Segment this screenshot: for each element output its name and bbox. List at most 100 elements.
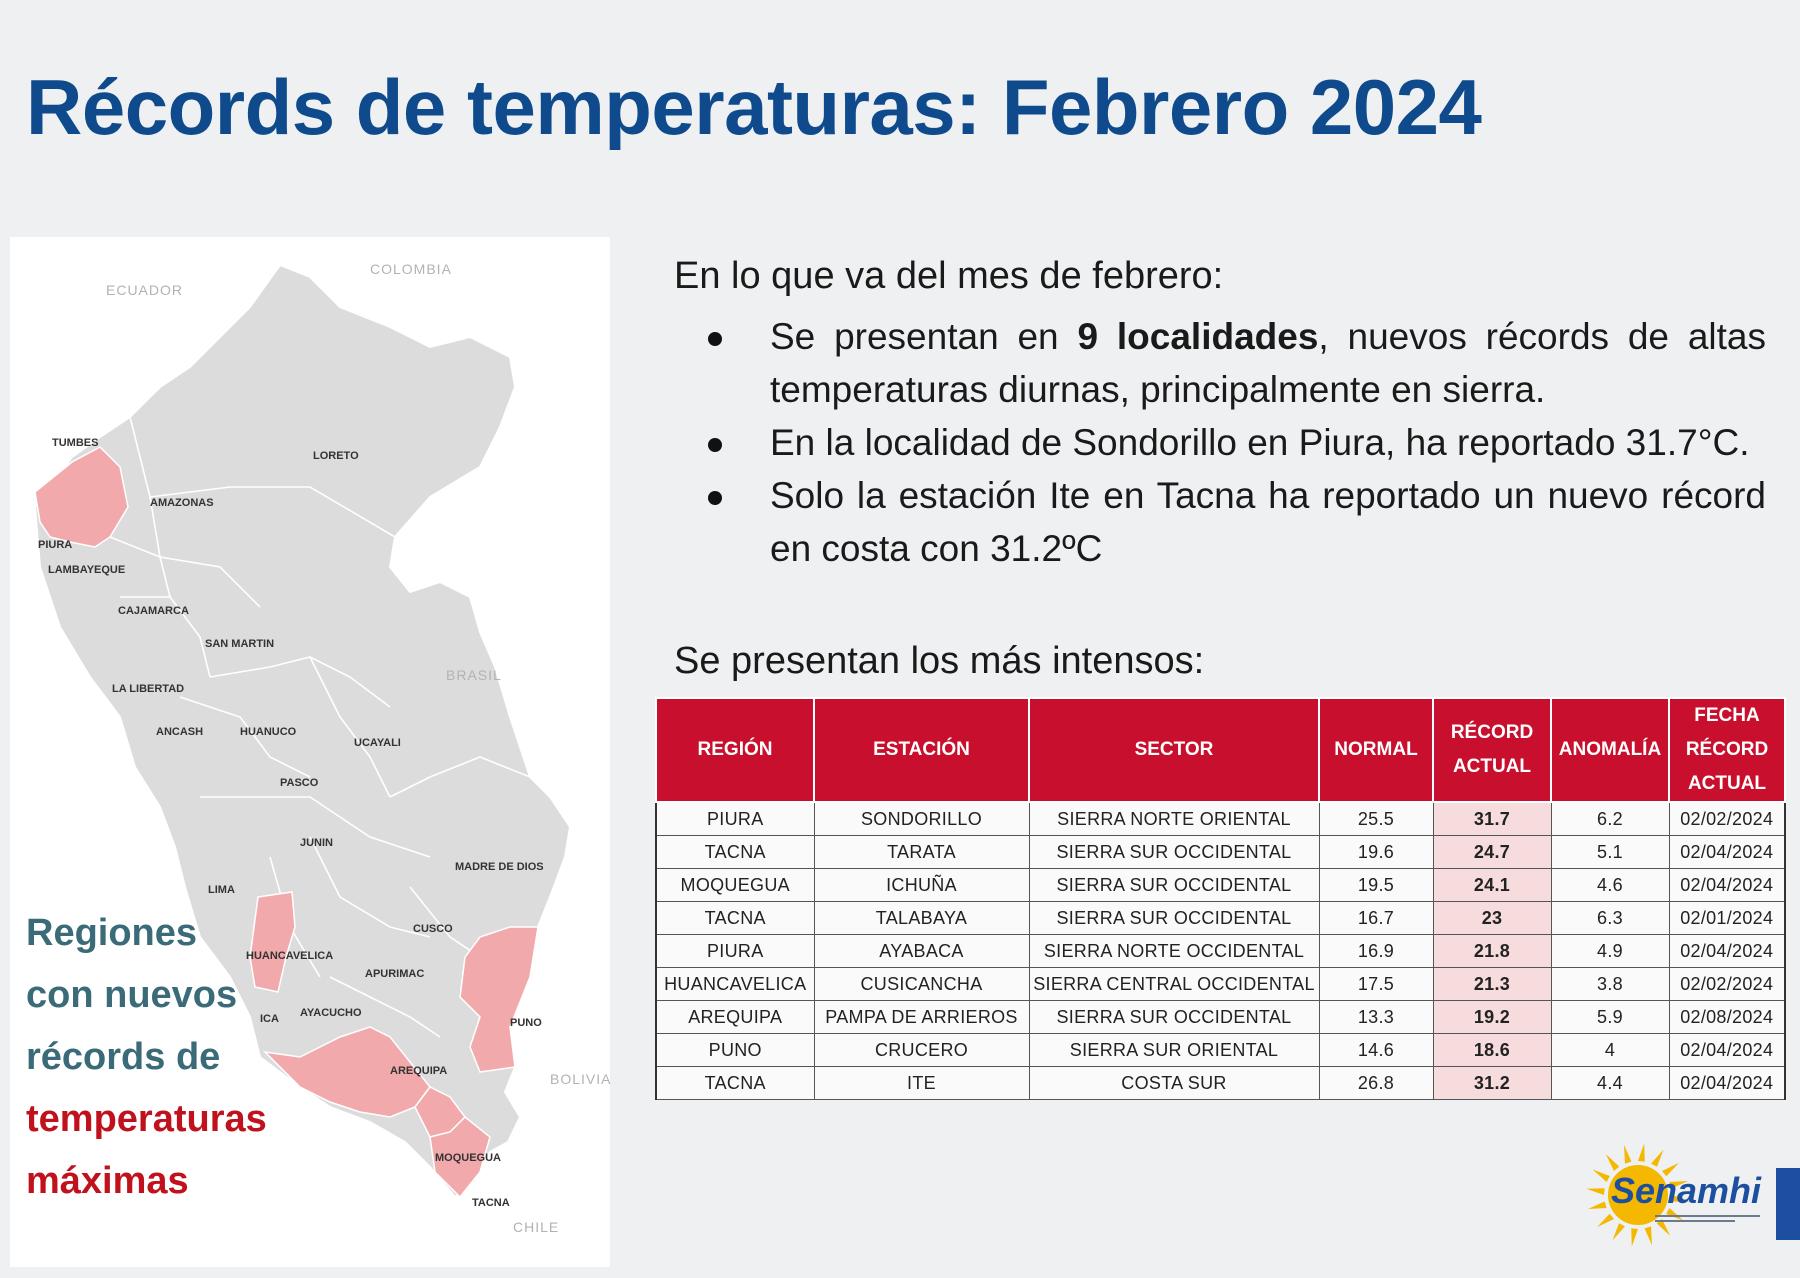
label-huanuco: HUANUCO [240, 726, 297, 738]
table-row: TACNA TALABAYA SIERRA SUR OCCIDENTAL 16.7 23… [655, 901, 1786, 935]
cell-sector: COSTA SUR [1028, 1066, 1320, 1100]
cell-estacion: CUSICANCHA [813, 967, 1030, 1001]
label-cusco: CUSCO [413, 923, 453, 935]
intro-text: En lo que va del mes de febrero: [674, 255, 1224, 297]
cell-region: TACNA [655, 901, 815, 935]
label-ucayali: UCAYALI [354, 737, 401, 749]
sun-icon [1586, 1143, 1690, 1247]
label-loreto: LORETO [313, 450, 359, 462]
table-header-row: REGIÓN ESTACIÓN SECTOR NORMAL RÉCORD ACTU… [655, 697, 1786, 803]
cell-sector: SIERRA NORTE ORIENTAL [1028, 801, 1320, 836]
table-row: TACNA ITE COSTA SUR 26.8 31.2 4.4 02/04/2024 [655, 1066, 1786, 1100]
sun-ray [1644, 1226, 1653, 1246]
label-la-libertad: LA LIBERTAD [112, 683, 185, 695]
cell-sector: SIERRA SUR OCCIDENTAL [1028, 835, 1320, 869]
sun-ray [1587, 1201, 1607, 1210]
cell-anomalia: 3.8 [1550, 967, 1670, 1001]
slide-title: Récords de temperaturas: Febrero 2024 [26, 63, 1482, 151]
cell-estacion: TALABAYA [813, 901, 1030, 935]
cell-anomalia: 6.2 [1550, 801, 1670, 836]
bullet-item: Se presentan en 9 localidades, nuevos ré… [700, 310, 1766, 416]
label-cajamarca: CAJAMARCA [118, 605, 189, 617]
cell-record: 31.7 [1432, 801, 1552, 836]
cell-record: 24.1 [1432, 868, 1552, 902]
sun-ray [1631, 1228, 1638, 1247]
cell-sector: SIERRA NORTE OCCIDENTAL [1028, 934, 1320, 968]
label-lima: LIMA [208, 884, 235, 896]
legend-line: récords de [26, 1036, 221, 1078]
cell-normal: 13.3 [1318, 1000, 1434, 1034]
cell-anomalia: 5.9 [1550, 1000, 1670, 1034]
header-normal: NORMAL [1318, 697, 1434, 803]
cell-estacion: PAMPA DE ARRIEROS [813, 1000, 1030, 1034]
sun-ray [1662, 1162, 1679, 1177]
bullet-text: En la localidad de Sondorillo en Piura, … [770, 422, 1750, 463]
cell-sector: SIERRA CENTRAL OCCIDENTAL [1028, 967, 1320, 1001]
sun-ray [1638, 1143, 1645, 1162]
label-madre-de-dios: MADRE DE DIOS [455, 861, 544, 873]
cell-fecha: 02/04/2024 [1668, 868, 1786, 902]
cell-region: PUNO [655, 1033, 815, 1067]
cell-record: 19.2 [1432, 1000, 1552, 1034]
bullet-text: Solo la estación Ite en Tacna ha reporta… [770, 475, 1766, 569]
label-ecuador: ECUADOR [106, 282, 184, 298]
bullet-item: En la localidad de Sondorillo en Piura, … [700, 416, 1766, 469]
label-huancavelica: HUANCAVELICA [246, 950, 334, 962]
bullet-icon [708, 332, 722, 346]
cell-estacion: ICHUÑA [813, 868, 1030, 902]
cell-estacion: AYABACA [813, 934, 1030, 968]
cell-sector: SIERRA SUR ORIENTAL [1028, 1033, 1320, 1067]
table-row: HUANCAVELICA CUSICANCHA SIERRA CENTRAL OCC… [655, 967, 1786, 1001]
table-row: PIURA SONDORILLO SIERRA NORTE ORIENTAL 25.5… [655, 801, 1786, 836]
cell-estacion: CRUCERO [813, 1033, 1030, 1067]
bullet-text: , nuevos récords de altas temperaturas d… [770, 316, 1766, 410]
sun-ray [1623, 1144, 1632, 1164]
cell-region: AREQUIPA [655, 1000, 815, 1034]
cell-record: 18.6 [1432, 1033, 1552, 1067]
table-body: PIURA SONDORILLO SIERRA NORTE ORIENTAL 25.5… [655, 801, 1786, 1100]
table-heading: Se presentan los más intensos: [674, 640, 1205, 682]
cell-normal: 26.8 [1318, 1066, 1434, 1100]
legend-line: Regiones [26, 912, 198, 954]
table-row: TACNA TARATA SIERRA SUR OCCIDENTAL 19.6 24.7… [655, 835, 1786, 869]
cell-anomalia: 4.4 [1550, 1066, 1670, 1100]
bullet-text: Se presentan en [770, 316, 1078, 357]
cell-fecha: 02/01/2024 [1668, 901, 1786, 935]
logo-subtitle-lines [1655, 1215, 1760, 1222]
cell-normal: 16.9 [1318, 934, 1434, 968]
sun-ray [1586, 1188, 1605, 1195]
label-tacna: TACNA [472, 1197, 510, 1209]
cell-sector: SIERRA SUR OCCIDENTAL [1028, 901, 1320, 935]
cell-normal: 19.6 [1318, 835, 1434, 869]
bullet-icon [708, 491, 722, 505]
label-lambayeque: LAMBAYEQUE [48, 564, 126, 576]
cell-record: 23 [1432, 901, 1552, 935]
cell-anomalia: 6.3 [1550, 901, 1670, 935]
cell-fecha: 02/04/2024 [1668, 1033, 1786, 1067]
legend-line-highlight: máximas [26, 1160, 189, 1202]
peru-map [33, 263, 572, 1199]
bullet-item: Solo la estación Ite en Tacna ha reporta… [700, 469, 1766, 575]
sun-ray [1597, 1213, 1614, 1228]
bullet-bold-text: 9 localidades [1077, 316, 1319, 357]
table-row: PIURA AYABACA SIERRA NORTE OCCIDENTAL 16.9 2… [655, 934, 1786, 968]
sun-ray [1669, 1180, 1689, 1189]
cell-estacion: TARATA [813, 835, 1030, 869]
label-ancash: ANCASH [156, 726, 204, 738]
legend-line-highlight: temperaturas [26, 1098, 267, 1140]
cell-record: 21.3 [1432, 967, 1552, 1001]
senamhi-logo: Senamhi [1583, 1140, 1800, 1250]
sun-ray [1592, 1169, 1610, 1182]
label-tumbes: TUMBES [52, 437, 99, 449]
header-fecha: FECHA RÉCORD ACTUAL [1668, 697, 1786, 803]
cell-normal: 16.7 [1318, 901, 1434, 935]
table-row: MOQUEGUA ICHUÑA SIERRA SUR OCCIDENTAL 19.5 2… [655, 868, 1786, 902]
logo-stripe [1776, 1168, 1800, 1240]
cell-fecha: 02/08/2024 [1668, 1000, 1786, 1034]
sun-ray [1605, 1154, 1620, 1171]
sun-ray [1656, 1219, 1671, 1236]
cell-anomalia: 4.6 [1550, 868, 1670, 902]
cell-fecha: 02/04/2024 [1668, 934, 1786, 968]
label-moquegua: MOQUEGUA [435, 1152, 501, 1164]
table-row: AREQUIPA PAMPA DE ARRIEROS SIERRA SUR OCCI… [655, 1000, 1786, 1034]
